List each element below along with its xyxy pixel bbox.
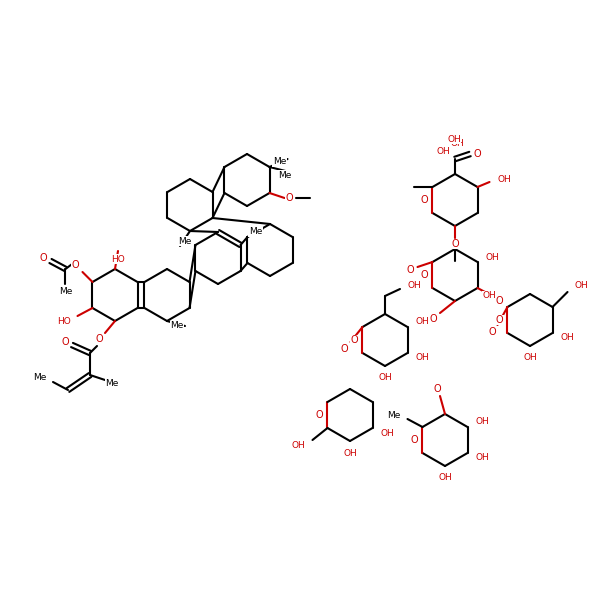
Text: O: O	[61, 337, 69, 347]
Text: O: O	[350, 335, 358, 345]
Text: OH: OH	[450, 139, 464, 148]
Text: Me: Me	[387, 410, 400, 419]
Text: OH: OH	[380, 428, 394, 437]
Text: OH: OH	[485, 253, 499, 262]
Text: OH: OH	[523, 353, 537, 362]
Text: O: O	[286, 193, 293, 203]
Text: HO: HO	[57, 317, 70, 326]
Text: O: O	[496, 296, 503, 306]
Text: Me: Me	[106, 379, 119, 388]
Text: O: O	[496, 315, 503, 325]
Text: Me: Me	[59, 286, 72, 295]
Text: OH: OH	[476, 418, 489, 427]
Text: O: O	[410, 435, 418, 445]
Text: O: O	[407, 265, 414, 275]
Text: OH: OH	[416, 317, 429, 326]
Text: OH: OH	[575, 280, 588, 289]
Text: O: O	[71, 260, 79, 270]
Text: O: O	[95, 334, 103, 344]
Text: O: O	[40, 253, 47, 263]
Text: Me: Me	[170, 322, 184, 331]
Text: HO: HO	[111, 254, 125, 263]
Text: OH: OH	[343, 449, 357, 457]
Text: OH: OH	[482, 292, 496, 301]
Text: OH: OH	[407, 281, 421, 290]
Text: O: O	[421, 270, 428, 280]
Text: Me: Me	[32, 373, 46, 383]
Text: Me: Me	[273, 157, 286, 166]
Text: O: O	[488, 327, 496, 337]
Text: O: O	[451, 239, 459, 249]
Text: O: O	[341, 344, 348, 354]
Text: O: O	[421, 195, 428, 205]
Text: OH: OH	[476, 454, 489, 463]
Text: OH: OH	[560, 334, 574, 343]
Text: OH: OH	[497, 175, 511, 184]
Text: Me: Me	[249, 227, 262, 236]
Text: OH: OH	[436, 148, 450, 157]
Text: OH: OH	[416, 353, 429, 362]
Text: O: O	[429, 314, 437, 324]
Text: O: O	[316, 410, 323, 420]
Text: OH: OH	[292, 442, 305, 451]
Text: O: O	[473, 149, 481, 159]
Text: OH: OH	[438, 473, 452, 482]
Text: Me: Me	[278, 170, 291, 179]
Text: O: O	[433, 384, 441, 394]
Text: Me: Me	[178, 236, 191, 245]
Text: OH: OH	[447, 134, 461, 143]
Text: OH: OH	[378, 373, 392, 383]
